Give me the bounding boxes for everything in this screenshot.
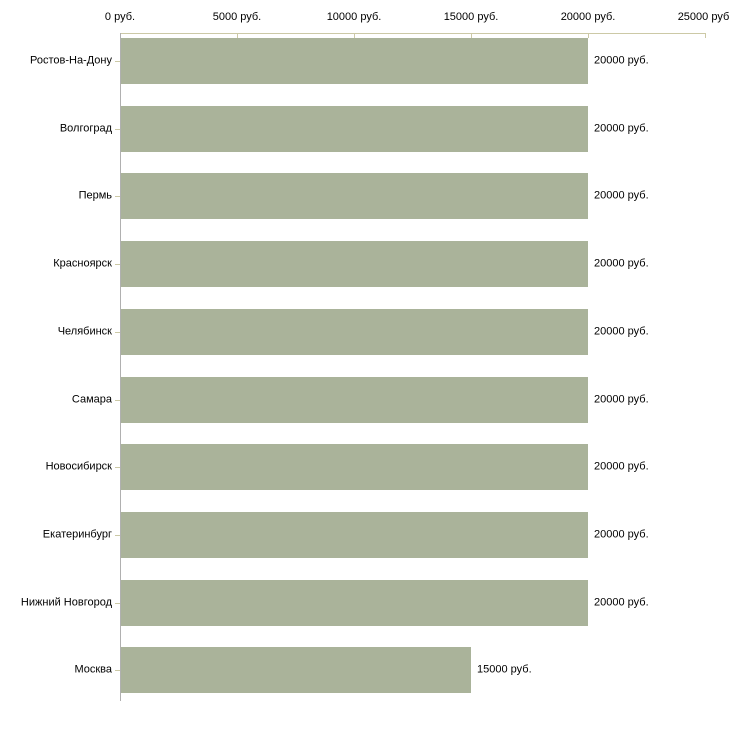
category-label: Екатеринбург (42, 528, 112, 541)
bar (121, 309, 588, 355)
value-label: 20000 руб. (594, 528, 649, 541)
category-tick-mark (115, 129, 120, 130)
value-label: 15000 руб. (477, 663, 532, 676)
bar (121, 241, 588, 287)
x-tick-mark (471, 33, 472, 38)
bar (121, 580, 588, 626)
bar (121, 444, 588, 490)
category-tick-mark (115, 467, 120, 468)
x-axis-line (120, 33, 705, 34)
x-tick-mark (705, 33, 706, 38)
x-tick-mark (354, 33, 355, 38)
x-tick-label: 0 руб. (104, 11, 136, 23)
value-label: 20000 руб. (594, 54, 649, 67)
value-label: 20000 руб. (594, 596, 649, 609)
x-tick-label: 5000 руб. (212, 11, 262, 23)
category-label: Красноярск (53, 257, 112, 270)
category-label: Новосибирск (45, 460, 112, 473)
bar (121, 173, 588, 219)
category-tick-mark (115, 196, 120, 197)
category-tick-mark (115, 264, 120, 265)
x-tick-label: 25000 руб. (677, 11, 730, 23)
category-label: Ростов-На-Дону (29, 54, 112, 67)
bar (121, 647, 471, 693)
bar (121, 38, 588, 84)
value-label: 20000 руб. (594, 122, 649, 135)
value-label: 20000 руб. (594, 325, 649, 338)
x-tick-mark (588, 33, 589, 38)
bar (121, 106, 588, 152)
category-label: Волгоград (59, 122, 112, 135)
value-label: 20000 руб. (594, 189, 649, 202)
x-tick-label: 20000 руб. (560, 11, 616, 23)
category-label: Нижний Новгород (20, 596, 112, 609)
category-tick-mark (115, 670, 120, 671)
x-tick-label: 10000 руб. (326, 11, 382, 23)
category-tick-mark (115, 61, 120, 62)
value-label: 20000 руб. (594, 257, 649, 270)
category-tick-mark (115, 332, 120, 333)
bar (121, 512, 588, 558)
category-tick-mark (115, 400, 120, 401)
x-tick-mark (237, 33, 238, 38)
y-axis-line (120, 33, 121, 701)
category-tick-mark (115, 535, 120, 536)
value-label: 20000 руб. (594, 460, 649, 473)
category-label: Самара (71, 393, 112, 406)
category-label: Челябинск (57, 325, 112, 338)
category-tick-mark (115, 603, 120, 604)
x-tick-label: 15000 руб. (443, 11, 499, 23)
category-label: Москва (74, 663, 112, 676)
bar (121, 377, 588, 423)
category-label: Пермь (78, 189, 112, 202)
value-label: 20000 руб. (594, 393, 649, 406)
